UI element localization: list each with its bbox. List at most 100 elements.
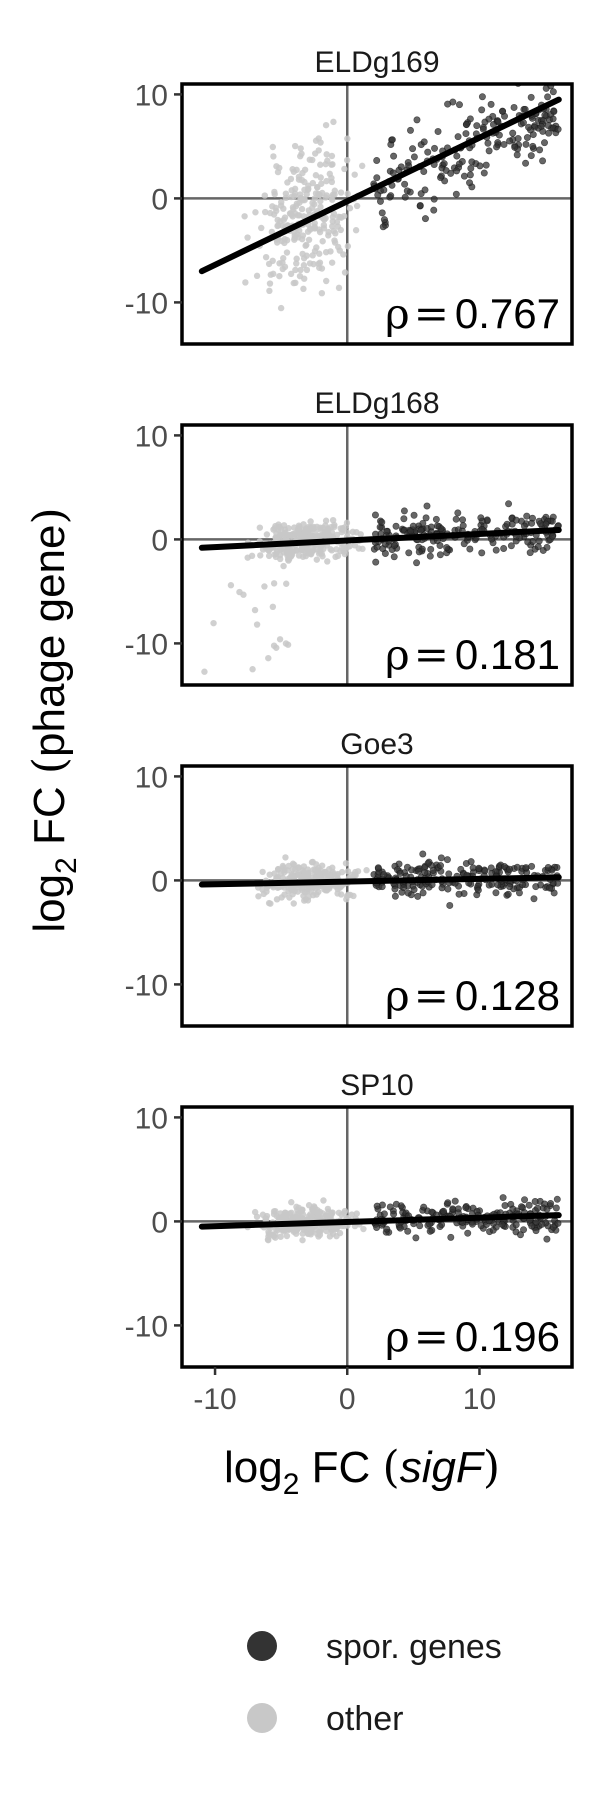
- point-other: [287, 886, 295, 893]
- point-other: [265, 1236, 272, 1244]
- point-spor: [521, 1196, 529, 1204]
- panel-title: SP10: [340, 1069, 413, 1102]
- point-spor: [514, 135, 522, 143]
- point-spor: [409, 522, 417, 530]
- point-spor: [498, 1220, 506, 1228]
- point-spor: [436, 1223, 444, 1231]
- point-spor: [520, 1226, 528, 1234]
- point-other: [295, 527, 302, 534]
- point-spor: [400, 515, 408, 523]
- point-spor: [534, 1204, 542, 1212]
- point-spor: [429, 866, 437, 874]
- point-spor: [530, 895, 538, 903]
- point-other: [244, 554, 251, 561]
- point-other: [283, 249, 291, 256]
- point-spor: [455, 101, 463, 109]
- point-spor: [396, 1224, 404, 1232]
- point-other: [275, 222, 282, 229]
- point-other: [276, 272, 283, 280]
- point-spor: [386, 1203, 394, 1211]
- point-other: [317, 161, 324, 168]
- point-spor: [444, 1199, 452, 1207]
- point-spor: [380, 1210, 388, 1218]
- point-other: [293, 1203, 300, 1211]
- point-spor: [410, 153, 418, 161]
- y-tick-label: 10: [135, 761, 168, 794]
- point-spor: [379, 223, 387, 231]
- point-other: [267, 1231, 274, 1238]
- point-spor: [444, 885, 452, 893]
- point-spor: [527, 93, 535, 101]
- point-spor: [413, 116, 421, 124]
- point-other: [262, 253, 270, 261]
- point-other: [295, 522, 303, 529]
- point-other: [289, 166, 296, 173]
- point-other: [349, 528, 357, 536]
- point-other: [335, 284, 343, 292]
- point-other: [287, 175, 295, 183]
- point-spor: [403, 187, 411, 195]
- panel-4: SP10 -10 0 10 ρ= 0.196 -10 0 10: [125, 1069, 574, 1416]
- point-spor: [387, 192, 395, 200]
- point-spor: [468, 158, 476, 166]
- point-spor: [437, 174, 445, 182]
- point-other: [335, 213, 342, 221]
- point-spor: [430, 206, 438, 214]
- x-tick-label: -10: [193, 1383, 236, 1416]
- point-spor: [371, 511, 379, 519]
- panel-frame: [180, 1105, 574, 1369]
- point-spor: [554, 1219, 562, 1227]
- point-other: [279, 1214, 286, 1221]
- point-spor: [400, 507, 408, 515]
- point-other: [320, 1197, 327, 1204]
- point-other: [276, 636, 284, 643]
- point-other: [270, 211, 278, 218]
- point-other: [309, 858, 316, 866]
- point-spor: [523, 512, 531, 520]
- panel-1: ELDg169 -10 0 10 ρ= 0.767: [125, 46, 574, 346]
- point-spor: [478, 106, 486, 114]
- point-other: [309, 199, 316, 207]
- point-spor: [372, 558, 380, 566]
- point-spor: [507, 542, 515, 550]
- point-spor: [545, 129, 553, 137]
- fit-line: [198, 527, 562, 551]
- point-spor: [376, 197, 384, 205]
- point-other: [329, 223, 336, 230]
- point-other: [329, 218, 336, 225]
- point-other: [352, 227, 360, 234]
- point-spor: [451, 1197, 459, 1205]
- point-spor: [373, 1202, 381, 1210]
- point-other: [277, 546, 285, 553]
- point-other: [303, 266, 311, 274]
- point-spor: [401, 180, 409, 188]
- point-other: [325, 232, 332, 239]
- point-spor: [492, 546, 500, 554]
- point-spor: [457, 865, 465, 873]
- point-other: [322, 517, 330, 524]
- point-other: [340, 212, 348, 220]
- point-spor: [421, 215, 429, 223]
- point-spor: [453, 167, 461, 175]
- point-other: [320, 215, 327, 222]
- point-spor: [462, 1204, 470, 1212]
- point-spor: [547, 1199, 555, 1207]
- point-spor: [452, 515, 460, 523]
- point-other: [236, 588, 243, 596]
- point-other: [303, 241, 310, 249]
- point-other: [299, 1230, 306, 1237]
- point-spor: [506, 865, 514, 873]
- point-spor: [374, 191, 382, 199]
- point-spor: [549, 115, 557, 123]
- point-other: [266, 280, 274, 287]
- point-spor: [462, 120, 470, 128]
- point-other: [350, 892, 357, 900]
- point-spor: [482, 161, 490, 169]
- point-other: [307, 518, 314, 525]
- legend-swatch-other: [247, 1703, 277, 1733]
- point-other: [272, 522, 279, 530]
- point-other: [331, 521, 338, 529]
- point-other: [249, 666, 256, 673]
- point-other: [293, 546, 300, 554]
- point-spor: [509, 1205, 517, 1213]
